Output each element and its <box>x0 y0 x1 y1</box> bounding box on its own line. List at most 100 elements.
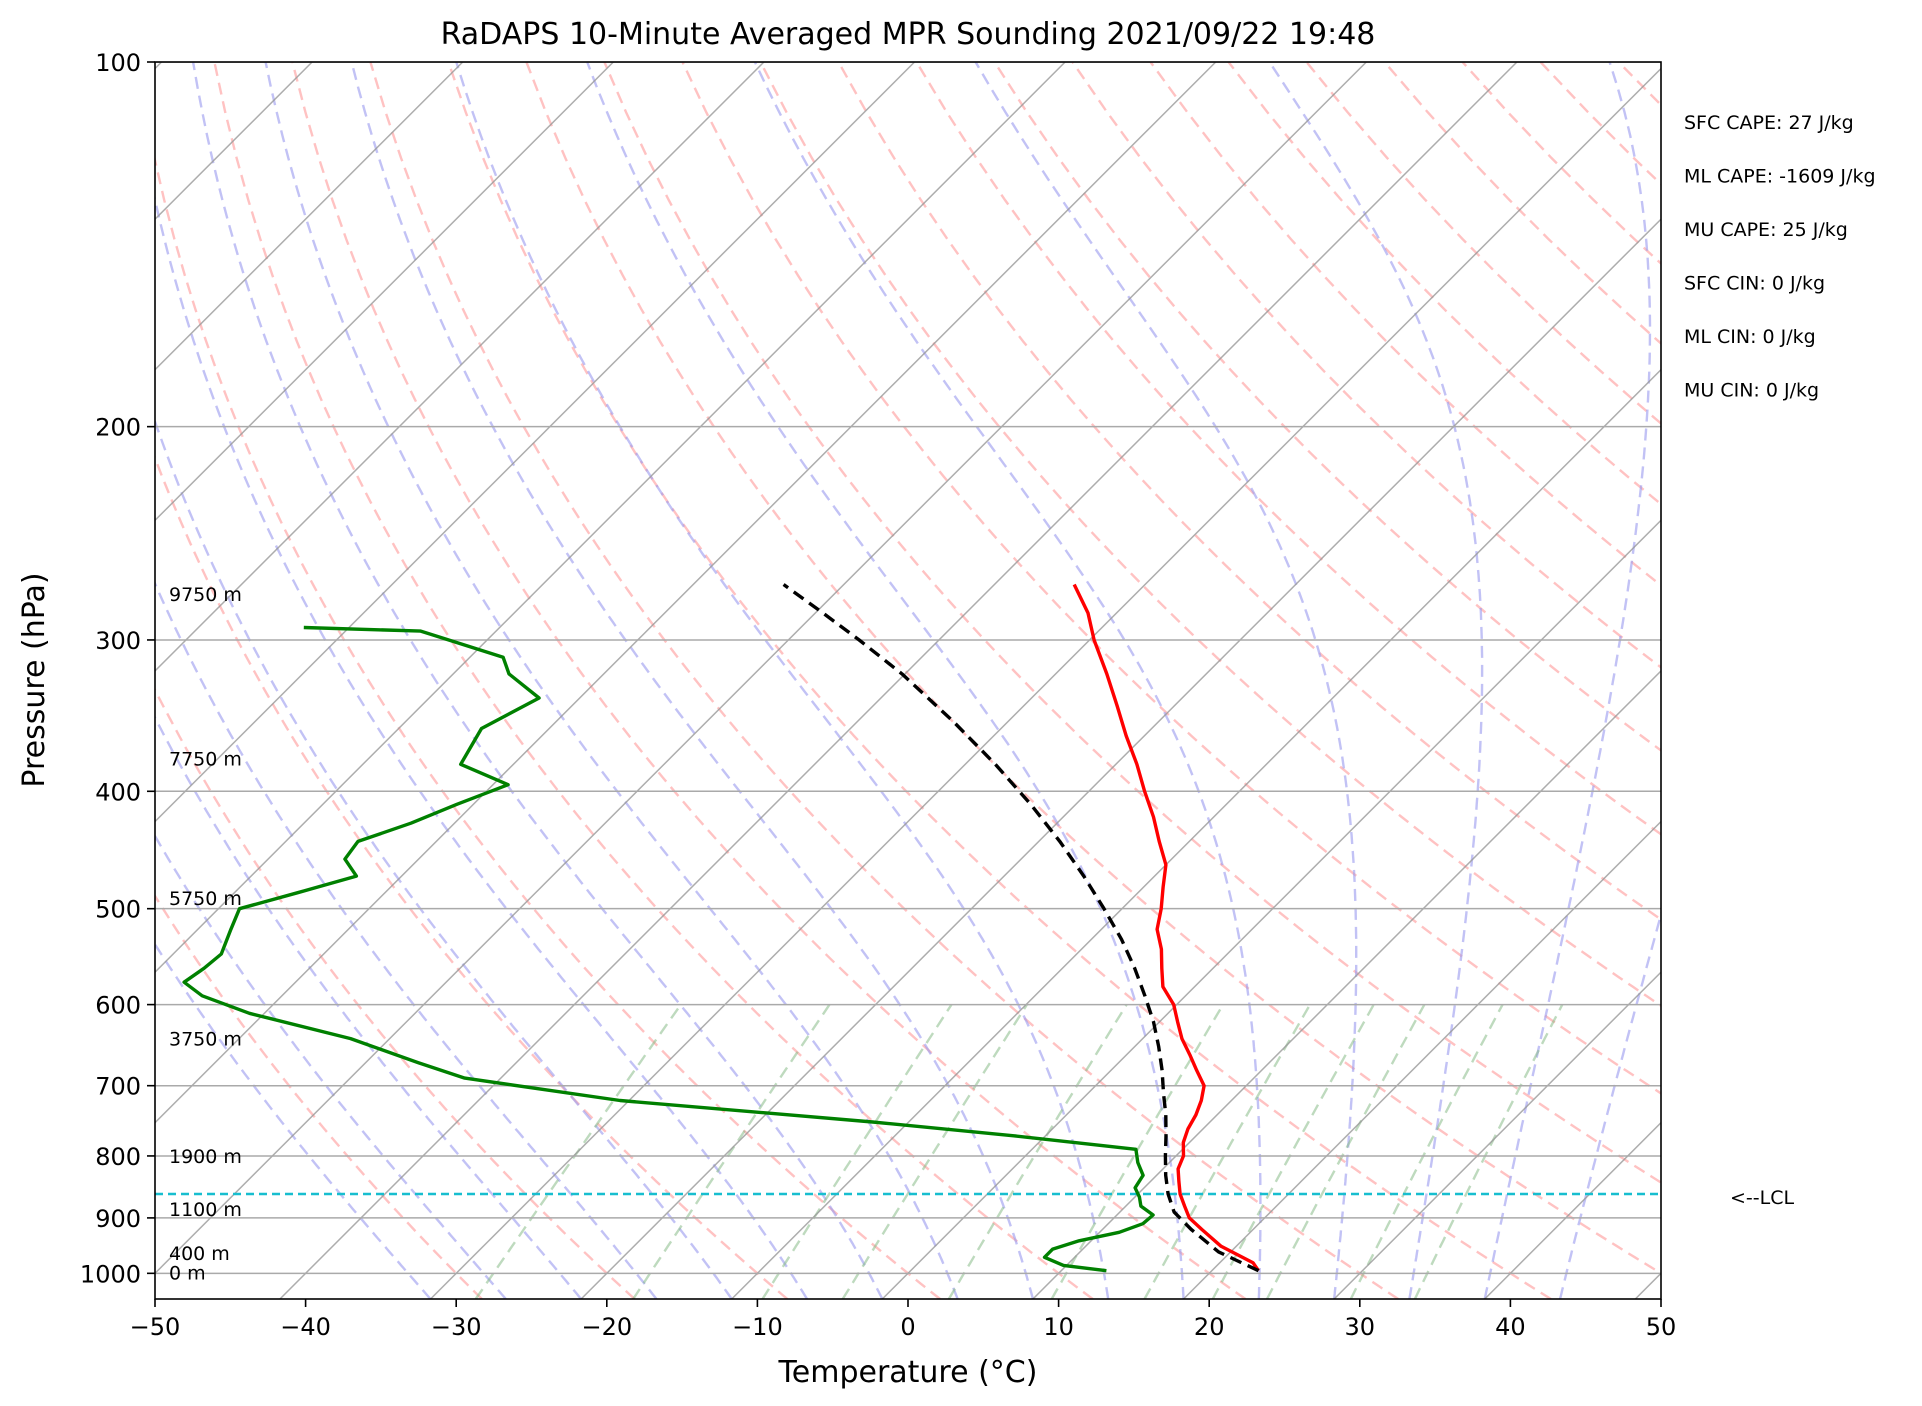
dry-adiabat <box>1071 62 1661 669</box>
moist-adiabat <box>1483 62 1652 1299</box>
x-tick-label: 10 <box>1043 1313 1074 1341</box>
height-label: 9750 m <box>169 584 242 606</box>
isotherm <box>731 368 1661 1299</box>
y-tick-label: 500 <box>95 896 141 924</box>
x-tick-label: 50 <box>1646 1313 1677 1341</box>
dry-adiabat <box>1539 62 1661 186</box>
isotherm <box>155 62 765 672</box>
isotherm <box>430 67 1661 1299</box>
isotherm <box>0 62 11 1299</box>
moist-adiabat <box>155 580 658 1299</box>
isotherm <box>279 62 1518 1299</box>
isotherm <box>155 62 1367 1275</box>
moist-adiabat <box>1268 62 1484 1299</box>
mixing-ratio-line <box>1265 1004 1426 1299</box>
isotherm <box>1333 971 1661 1299</box>
moist-adiabat <box>191 62 884 1299</box>
isotherm <box>155 62 464 371</box>
mixing-ratio-line <box>947 1003 1128 1299</box>
height-labels: 9750 m 7750 m 5750 m 3750 m 1900 m 1100 m 400 … <box>169 584 242 1284</box>
mixing-ratio-line <box>1349 1004 1504 1299</box>
height-label: 7750 m <box>169 749 242 771</box>
height-label: 0 m <box>169 1262 206 1284</box>
dry-adiabat <box>1461 62 1661 266</box>
temperature-profile <box>1072 583 1260 1272</box>
stability-index: SFC CAPE: 27 J/kg <box>1684 112 1854 134</box>
x-tick-label: −50 <box>130 1313 181 1341</box>
y-tick-label: 600 <box>95 992 141 1020</box>
dry-adiabat <box>155 454 789 1299</box>
dry-adiabat <box>993 62 1661 752</box>
dry-adiabat <box>155 154 941 1299</box>
moist-adiabat <box>155 418 733 1299</box>
dry-adiabat <box>1149 62 1661 587</box>
parcel-profile <box>782 583 1260 1273</box>
dry-adiabat <box>1617 62 1661 107</box>
background-lines <box>0 62 1922 1299</box>
chart-title: RaDAPS 10-Minute Averaged MPR Sounding 2… <box>441 17 1376 52</box>
stability-index: MU CAPE: 25 J/kg <box>1684 219 1848 241</box>
height-label: 1100 m <box>169 1199 242 1221</box>
dry-adiabat <box>1383 62 1661 346</box>
x-tick-label: −30 <box>431 1313 482 1341</box>
x-axis-label: Temperature (°C) <box>778 1355 1038 1390</box>
dry-adiabat <box>155 893 483 1299</box>
mixing-ratio-line <box>841 1003 1028 1299</box>
moist-adiabat <box>455 62 1110 1299</box>
isotherm <box>1634 1272 1661 1299</box>
isotherm <box>155 62 1217 1124</box>
height-label: 5750 m <box>169 888 242 910</box>
y-tick-label: 1000 <box>80 1260 141 1288</box>
x-tick-label: −20 <box>581 1313 632 1341</box>
moist-adiabat <box>586 62 1185 1299</box>
dry-adiabat <box>291 62 1247 1299</box>
moist-adiabat <box>155 833 507 1299</box>
dry-adiabat <box>155 687 636 1299</box>
y-tick-label: 200 <box>95 414 141 442</box>
moist-adiabat <box>974 62 1358 1299</box>
moist-adiabat <box>155 942 432 1299</box>
y-tick-label: 100 <box>95 49 141 77</box>
mixing-ratio-line <box>1050 1003 1225 1299</box>
x-tick-label: 40 <box>1495 1313 1526 1341</box>
dry-adiabat <box>369 62 1399 1299</box>
stability-index: ML CIN: 0 J/kg <box>1684 326 1816 348</box>
isotherm <box>1484 1121 1661 1299</box>
lcl-label: <--LCL <box>1730 1187 1794 1209</box>
x-tick-label: −10 <box>732 1313 783 1341</box>
dry-adiabat <box>681 62 1661 1095</box>
mixing-ratio-line <box>1413 1004 1564 1299</box>
dry-adiabat <box>213 62 1094 1299</box>
dewpoint-profile <box>182 625 1155 1273</box>
dry-adiabat <box>603 62 1661 1184</box>
mixing-ratio-line <box>1143 1004 1312 1299</box>
isotherm <box>1786 62 1922 1299</box>
moist-adiabat <box>264 62 959 1299</box>
dry-adiabat <box>1227 62 1661 506</box>
dry-adiabat <box>1775 62 1922 1299</box>
height-label: 3750 m <box>169 1029 242 1051</box>
moist-adiabat <box>1558 910 1661 1299</box>
moist-adiabat <box>155 715 583 1299</box>
height-label: 400 m <box>169 1243 230 1265</box>
stability-index: ML CAPE: -1609 J/kg <box>1684 166 1876 188</box>
x-tick-label: 20 <box>1194 1313 1225 1341</box>
axis-ticks: −50 −40 −30 −20 −10 0 10 20 30 40 50 100 200 300 400 50… <box>80 49 1676 1341</box>
y-tick-label: 300 <box>95 627 141 655</box>
x-tick-label: 0 <box>900 1313 915 1341</box>
mixing-ratio-line <box>474 1003 682 1299</box>
sounding-profiles <box>182 583 1260 1273</box>
isotherm <box>155 62 1066 974</box>
moist-adiabat <box>350 62 1035 1299</box>
moist-adiabat <box>753 62 1262 1299</box>
mixing-ratio-line <box>632 1003 831 1299</box>
isotherm <box>1183 820 1661 1299</box>
y-axis-label: Pressure (hPa) <box>17 572 52 787</box>
dry-adiabat <box>447 62 1552 1299</box>
isotherm <box>155 62 916 823</box>
x-tick-label: 30 <box>1345 1313 1376 1341</box>
mixing-ratio-line <box>761 1003 953 1299</box>
isotherm <box>580 218 1661 1299</box>
dry-adiabat <box>1697 62 1922 1299</box>
